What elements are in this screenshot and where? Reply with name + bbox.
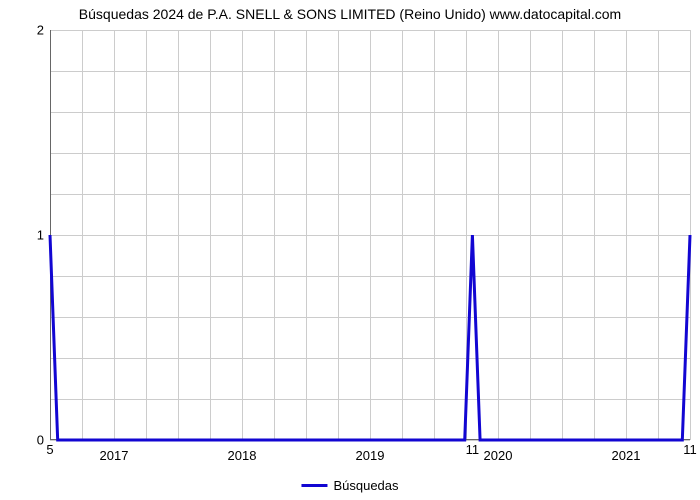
- plot-area: 0122017201820192020202151111: [50, 30, 690, 440]
- x-tick-label: 2019: [356, 448, 385, 463]
- x-tick-label: 2020: [484, 448, 513, 463]
- x-value-label: 11: [683, 442, 697, 457]
- x-tick-label: 2021: [612, 448, 641, 463]
- y-tick-label: 2: [37, 23, 44, 38]
- y-tick-label: 1: [37, 228, 44, 243]
- legend-label: Búsquedas: [333, 478, 398, 493]
- grid-line-vertical: [690, 30, 691, 440]
- x-value-label: 11: [466, 442, 480, 457]
- legend: Búsquedas: [301, 478, 398, 493]
- legend-swatch: [301, 484, 327, 487]
- chart-container: { "chart": { "type": "line", "title": "B…: [0, 0, 700, 500]
- chart-title: Búsquedas 2024 de P.A. SNELL & SONS LIMI…: [0, 6, 700, 22]
- x-tick-label: 2018: [228, 448, 257, 463]
- series-line: [50, 30, 690, 440]
- x-tick-label: 2017: [100, 448, 129, 463]
- x-value-label: 5: [46, 442, 53, 457]
- y-tick-label: 0: [37, 433, 44, 448]
